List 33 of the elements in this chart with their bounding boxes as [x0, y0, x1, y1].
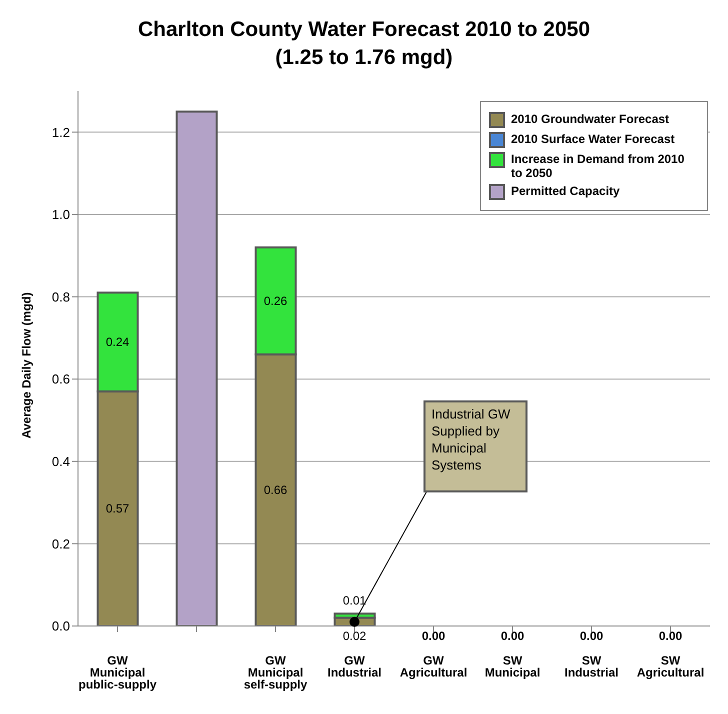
x-tick-label: GW Agricultural [400, 654, 468, 680]
y-tick-label: 1.0 [52, 207, 70, 222]
chart-title: Charlton County Water Forecast 2010 to 2050 [136, 17, 591, 43]
x-tick-label: SW Agricultural [636, 654, 704, 680]
x-tick-label: SW Municipal [484, 654, 540, 680]
data-label: 0.26 [264, 294, 288, 308]
y-axis-title: Average Daily Flow (mgd) [19, 292, 34, 438]
x-tick-label: GW Municipal self-supply [244, 654, 308, 692]
legend-label: Increase in Demand from 2010 to 2050 [511, 152, 686, 180]
data-label: 0.24 [106, 335, 130, 350]
chart-subtitle: (1.25 to 1.76 mgd) [274, 45, 454, 71]
annotation: Industrial GW Supplied by Municipal Systems [432, 406, 511, 473]
y-tick-label: 0.8 [52, 289, 70, 304]
bar [176, 110, 218, 626]
data-label: 0.00 [500, 629, 524, 643]
data-label: 0.00 [422, 629, 446, 643]
legend-label: 2010 Surface Water Forecast [511, 132, 675, 146]
y-tick-label: 0.0 [52, 618, 70, 634]
x-tick-label: SW Industrial [564, 654, 619, 680]
y-tick-label: 0.4 [52, 454, 70, 469]
x-tick-label: GW Municipal public-supply [78, 654, 157, 692]
legend-label: 2010 Groundwater Forecast [511, 112, 670, 126]
data-label: 0.02 [342, 629, 366, 643]
x-tick-label: GW Industrial [327, 654, 382, 680]
data-label: 0.00 [658, 629, 682, 643]
y-tick-label: 1.2 [52, 124, 70, 140]
data-label: 0.66 [264, 483, 288, 498]
y-tick-label: 0.2 [52, 536, 70, 552]
data-label: 0.57 [106, 502, 130, 516]
legend-label: Permitted Capacity [511, 184, 620, 198]
data-label: 0.01 [342, 594, 366, 608]
data-label: 0.00 [580, 629, 604, 643]
y-tick-label: 0.6 [52, 372, 70, 387]
